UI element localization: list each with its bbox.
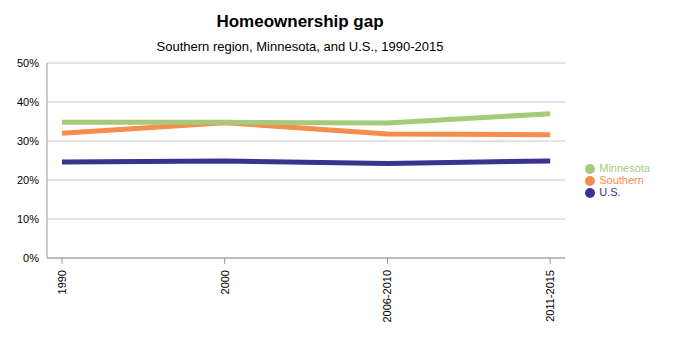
svg-text:40%: 40% — [17, 96, 39, 108]
html-text:Southern region, Minnesota, an: Southern region, Minnesota, and U.S., 19… — [156, 39, 444, 54]
svg-text:1990: 1990 — [56, 270, 68, 294]
html-text:Homeownership gap: Homeownership gap — [216, 12, 384, 31]
svg-text:10%: 10% — [17, 213, 39, 225]
svg-text:50%: 50% — [17, 57, 39, 69]
svg-text:30%: 30% — [17, 135, 39, 147]
html-text:Southern: Southern — [599, 174, 644, 186]
svg-text:20%: 20% — [17, 174, 39, 186]
html-text:Minnesota: Minnesota — [599, 161, 650, 174]
svg-text:2006-2010: 2006-2010 — [381, 270, 393, 323]
svg-text:2000: 2000 — [219, 270, 231, 294]
svg-text:2011-2015: 2011-2015 — [544, 270, 556, 322]
svg-text:0%: 0% — [23, 252, 39, 264]
html-text:U.S.: U.S. — [599, 186, 621, 198]
